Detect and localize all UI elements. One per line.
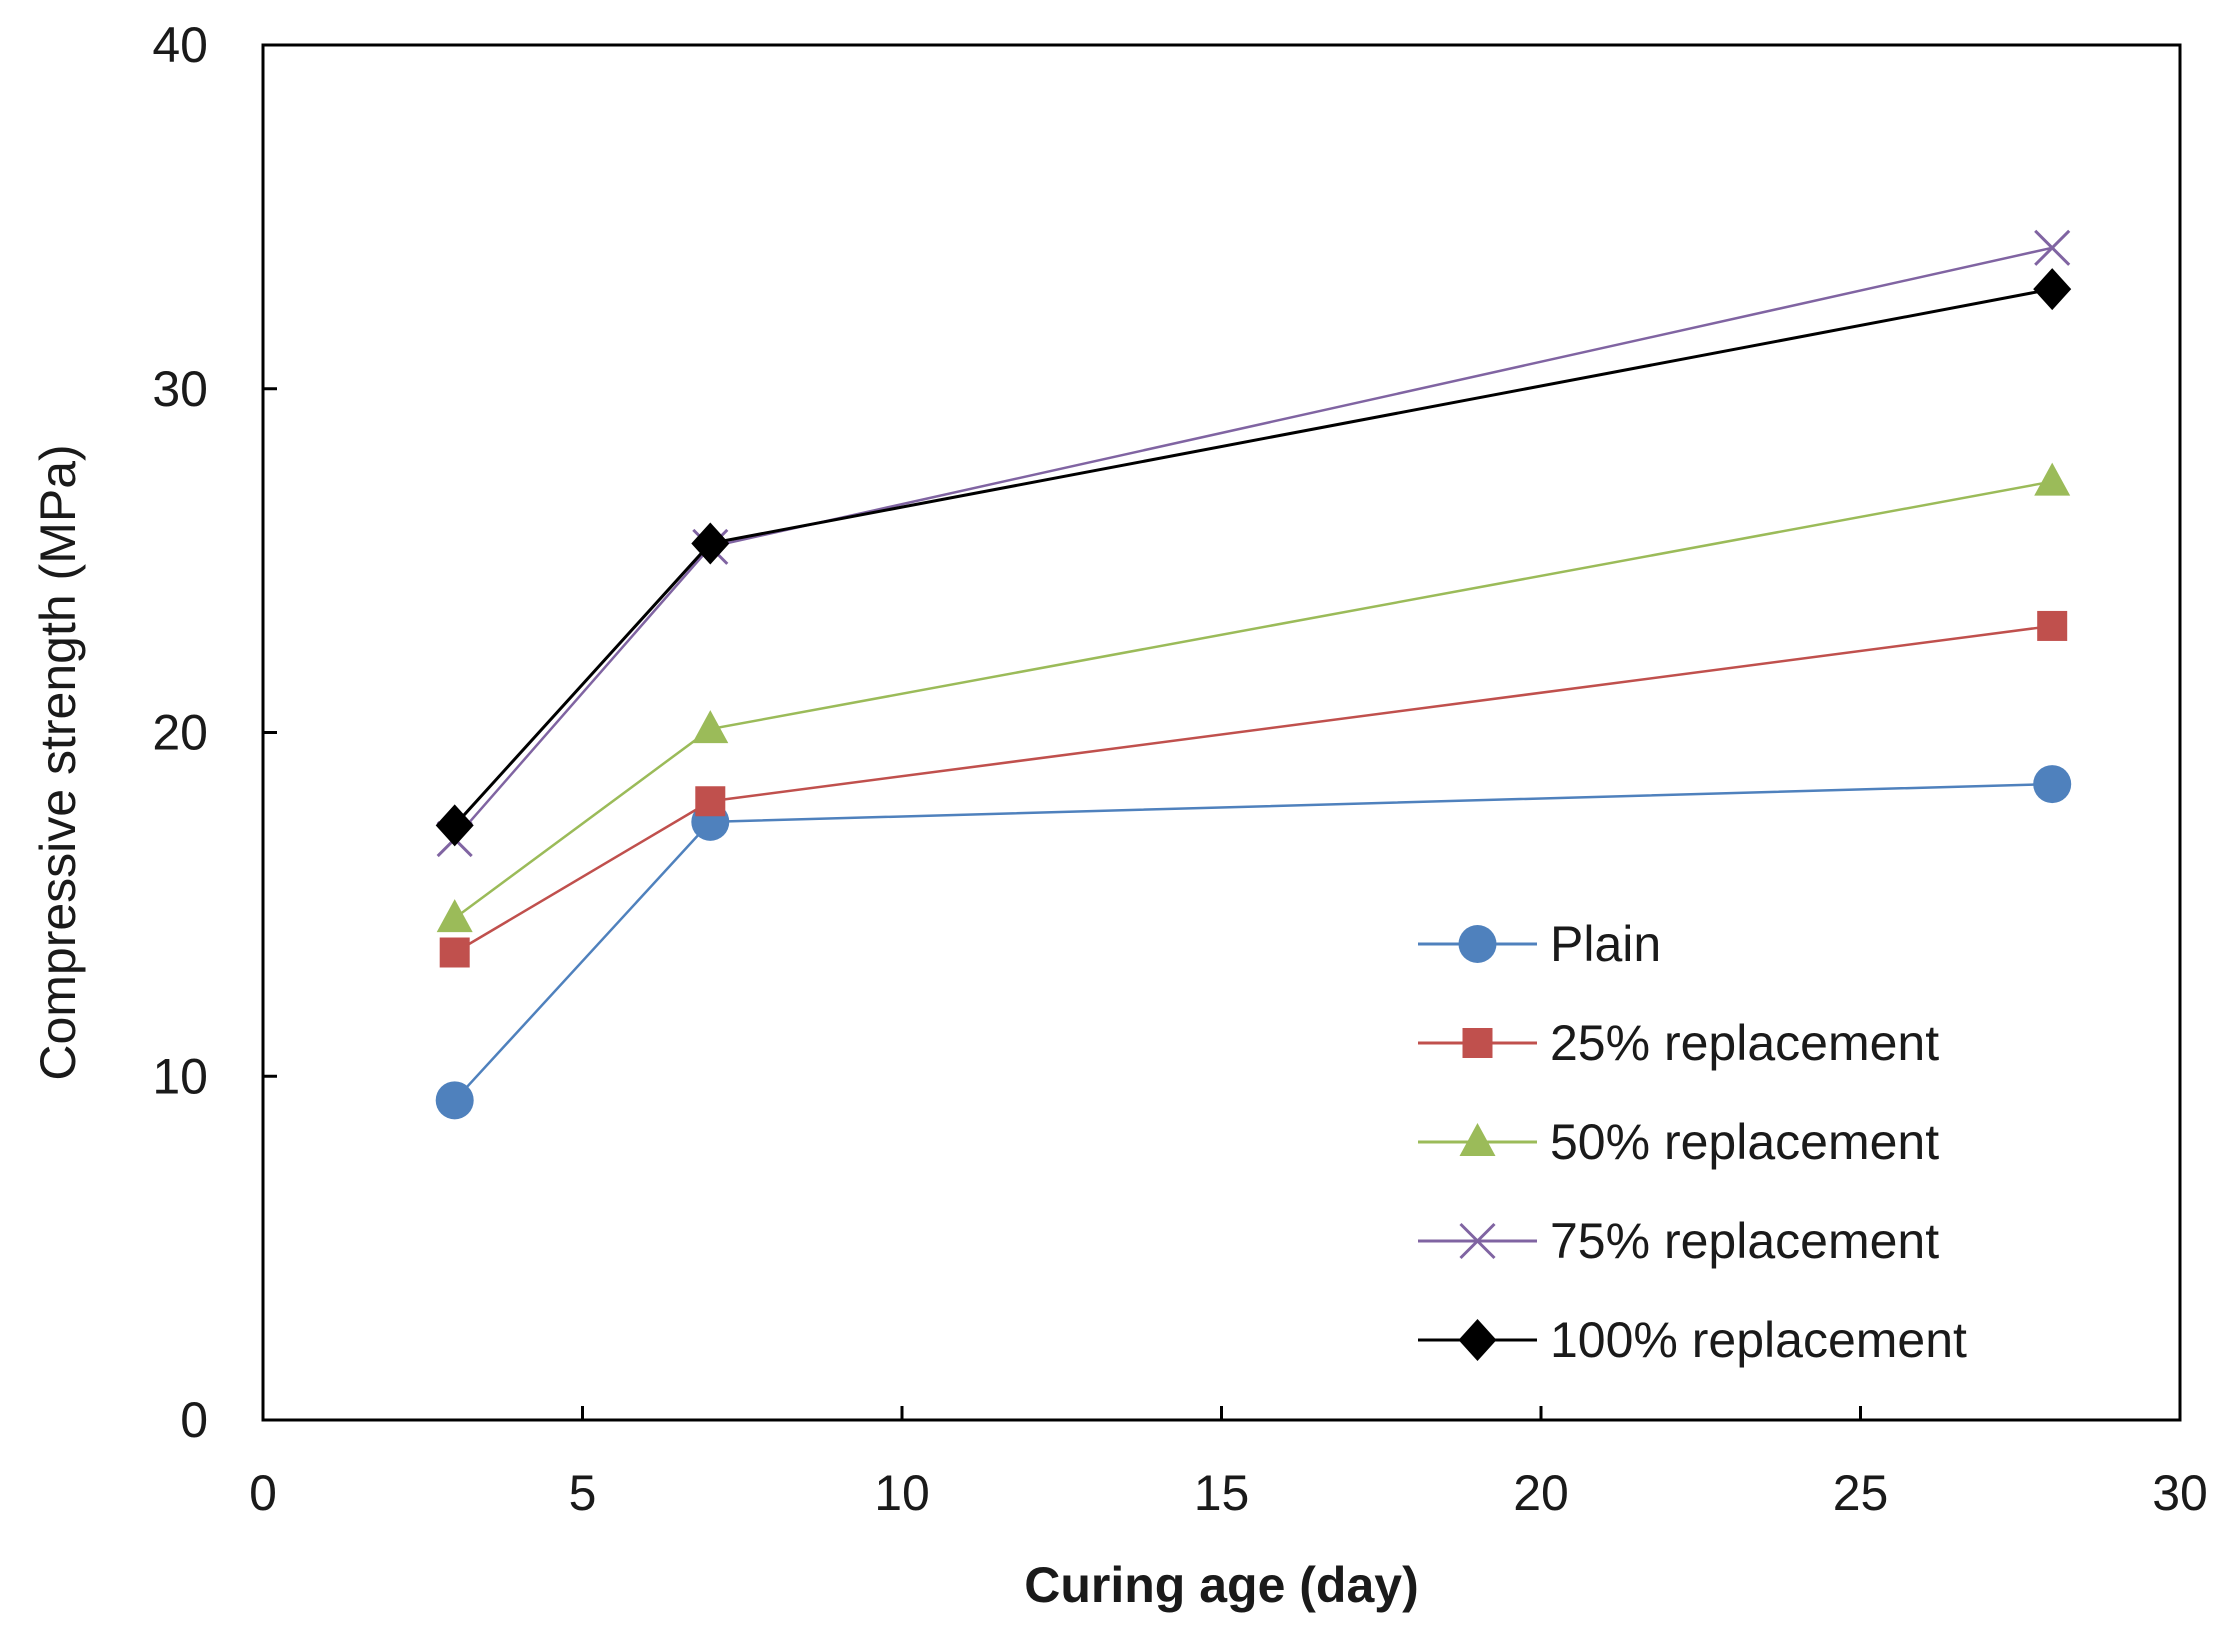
legend-entry: Plain [1418,916,1661,972]
y-tick-label: 40 [152,17,208,73]
legend-label: 50% replacement [1550,1114,1939,1170]
y-tick-label: 0 [180,1392,208,1448]
x-tick-label: 10 [874,1465,930,1521]
data-point [439,937,470,968]
legend-label: 25% replacement [1550,1015,1939,1071]
y-tick-label: 30 [152,361,208,417]
x-tick-label: 15 [1194,1465,1250,1521]
legend-marker [1459,1222,1496,1260]
legend-marker [1462,1028,1493,1058]
legend-entry: 25% replacement [1418,1015,1939,1071]
legend-marker [1458,1319,1497,1361]
data-point [2033,268,2072,311]
legend: Plain 25% replacement 50% replacement 75% r… [1418,916,1967,1368]
data-point [436,899,473,933]
legend-entry: 75% replacement [1418,1213,1939,1269]
legend-marker [1459,1123,1496,1156]
data-point [2033,765,2072,804]
y-axis: 0 10 20 30 40 [152,17,277,1448]
data-point [2034,229,2071,266]
x-tick-label: 25 [1833,1465,1889,1521]
legend-label: Plain [1550,916,1661,972]
legend-entry: 50% replacement [1418,1114,1939,1170]
legend-marker [1458,925,1497,963]
x-tick-label: 0 [249,1465,277,1521]
x-tick-label: 5 [569,1465,597,1521]
data-point [695,786,726,817]
series-1 [439,610,2068,968]
series-2 [436,462,2071,933]
plot-area [261,43,2182,1422]
series-layer [435,229,2072,1120]
y-tick-label: 10 [152,1048,208,1104]
data-point [2037,610,2068,641]
legend-label: 75% replacement [1550,1213,1939,1269]
data-point [2034,462,2071,496]
y-axis-label: Compressive strength (MPa) [30,444,86,1080]
series-4 [435,268,2072,847]
x-axis-label: Curing age (day) [1024,1557,1418,1613]
x-axis: 0 5 10 15 20 25 30 [249,1406,2208,1521]
x-tick-label: 30 [2152,1465,2208,1521]
x-tick-label: 20 [1513,1465,1569,1521]
y-tick-label: 20 [152,705,208,761]
data-point [435,1081,474,1120]
legend-label: 100% replacement [1550,1312,1967,1368]
series-0 [435,765,2072,1120]
data-point [435,804,474,847]
legend-entry: 100% replacement [1418,1312,1967,1368]
data-point [692,710,729,744]
data-point [691,522,730,565]
